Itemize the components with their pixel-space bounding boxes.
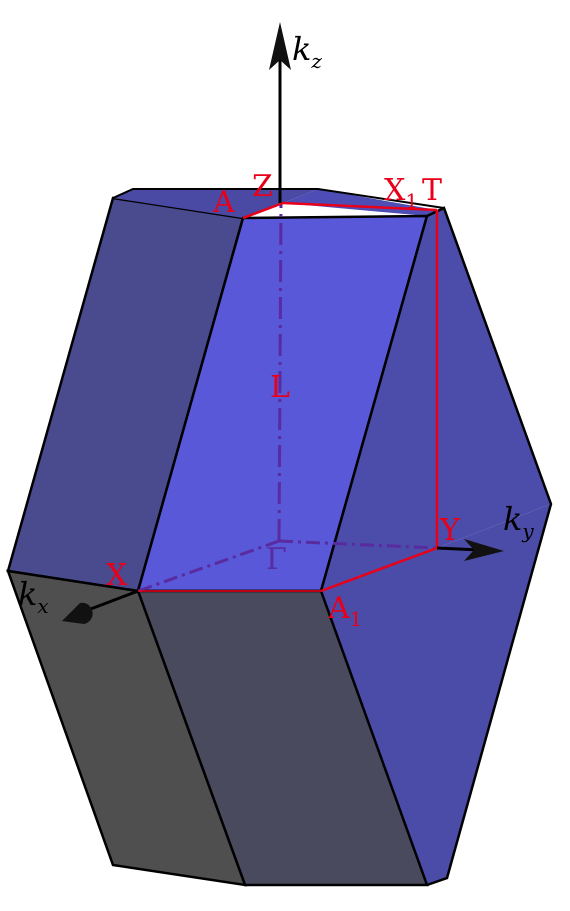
line-gamma-x (137, 539, 280, 593)
axis-kx (87, 589, 139, 612)
label-y: Y (439, 513, 461, 548)
face-right-lower (321, 504, 551, 885)
label-a1: A1 (327, 591, 362, 631)
path-y-a1 (320, 546, 438, 593)
label-a: A (212, 185, 235, 220)
axis-ky-arrowhead (464, 539, 504, 561)
face-top-left (113, 189, 318, 218)
line-gamma-z (277, 202, 283, 542)
face-bottom-left (6, 569, 247, 887)
axis-kz-arrowhead (269, 22, 291, 70)
right-outline (426, 206, 553, 887)
label-x: X (106, 558, 128, 593)
axis-label-kz: kz (292, 30, 322, 73)
right-edge-mid (319, 215, 429, 592)
label-l: L (270, 370, 290, 405)
path-a-z-x1-t (242, 201, 438, 220)
label-gamma: Γ (266, 542, 287, 577)
axis-label-kx: kx (18, 575, 49, 618)
axis-ky (436, 546, 481, 552)
label-z: Z (252, 169, 273, 204)
label-x1: X1 (384, 173, 418, 213)
label-t: T (422, 173, 442, 208)
top-edge (112, 188, 445, 209)
axis-kx-arrowhead (62, 602, 93, 624)
axis-label-ky: ky (503, 500, 534, 543)
